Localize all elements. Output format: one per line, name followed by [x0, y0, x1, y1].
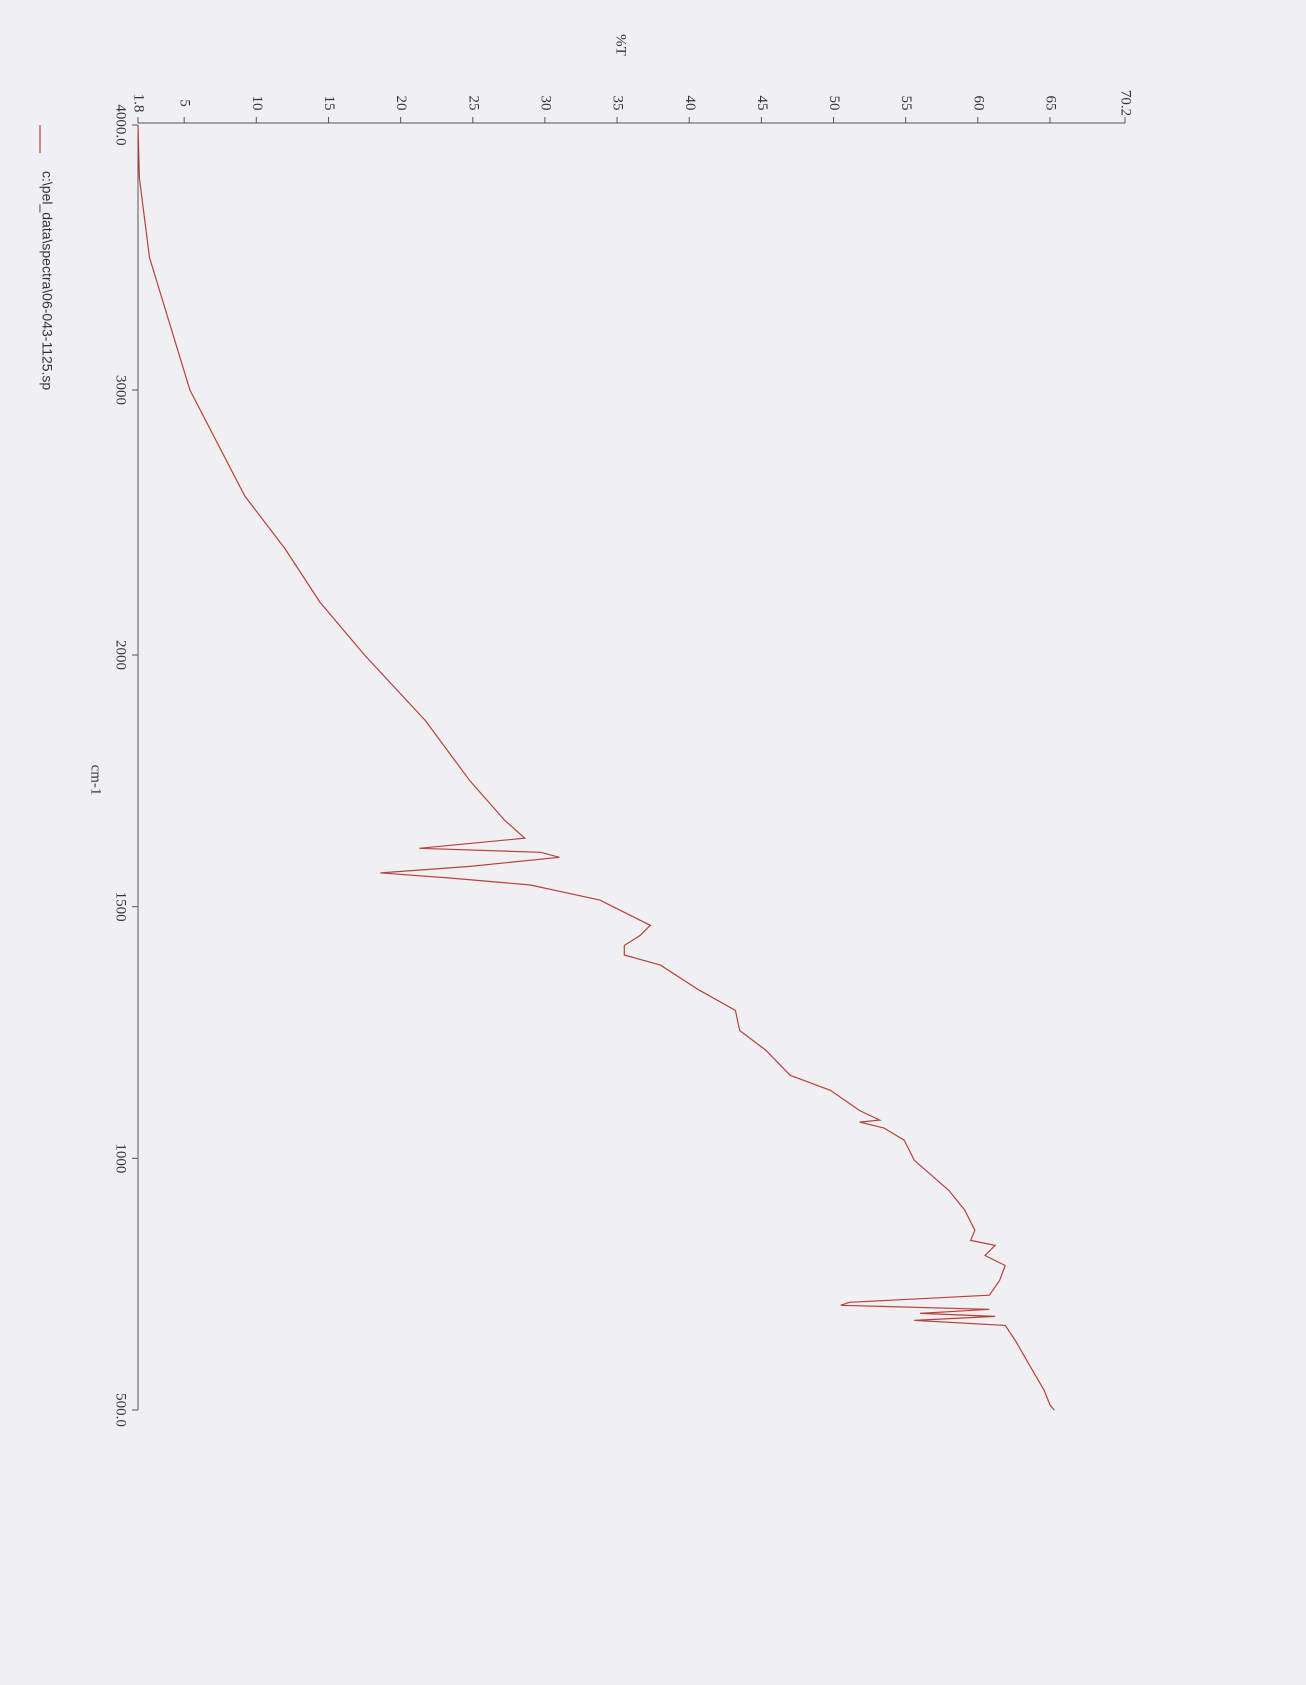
legend-label: c:\pel_data\spectra\06-043-1125.sp [39, 171, 55, 390]
x-tick-label: 1000 [113, 1143, 129, 1173]
x-tick-label: 4000.0 [113, 104, 129, 145]
spectrum-line [137, 124, 1055, 1411]
y-tick-label: 55 [898, 96, 914, 111]
y-tick-label: 45 [754, 96, 770, 111]
x-tick-label: 2000 [113, 640, 129, 670]
y-tick-label: 65 [1043, 96, 1059, 111]
y-tick-label: 20 [393, 96, 409, 111]
y-tick-label: 40 [682, 96, 698, 111]
y-tick-label: 5 [177, 99, 193, 107]
y-tick-label: 60 [970, 96, 986, 111]
x-tick-label: 3000 [113, 375, 129, 405]
y-axis-label: %T [613, 34, 629, 56]
y-tick-label: 30 [537, 96, 553, 111]
y-tick-label: 10 [249, 96, 265, 111]
y-tick-label: 70.2 [1118, 90, 1134, 116]
y-tick-label: 50 [826, 96, 842, 111]
x-tick-label: 1500 [113, 892, 129, 922]
x-tick-label: 500.0 [113, 1393, 129, 1427]
y-tick-label: 35 [610, 96, 626, 111]
y-tick-label: 1.8 [131, 94, 147, 113]
y-tick-label: 15 [321, 96, 337, 111]
y-tick-label: 25 [465, 96, 481, 111]
x-axis-label: cm-1 [88, 765, 104, 796]
